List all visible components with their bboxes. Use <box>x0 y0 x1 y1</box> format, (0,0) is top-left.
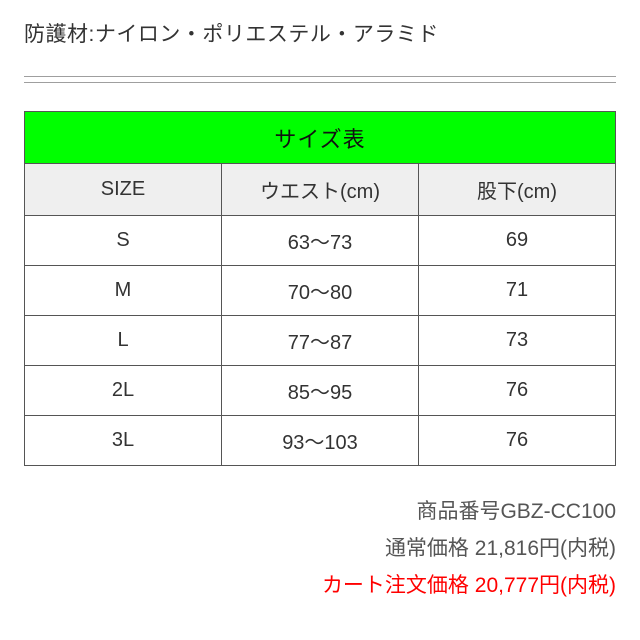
cell-size: S <box>25 216 222 266</box>
cell-waist: 77〜87 <box>222 316 419 366</box>
cell-size: L <box>25 316 222 366</box>
cell-size: M <box>25 266 222 316</box>
size-table-header-inseam: 股下(cm) <box>419 164 616 216</box>
list-price-value: 21,816円(内税) <box>475 537 616 560</box>
cell-waist: 70〜80 <box>222 266 419 316</box>
cell-inseam: 73 <box>419 316 616 366</box>
divider-line-bottom <box>24 82 616 83</box>
cell-size: 3L <box>25 416 222 466</box>
cell-inseam: 76 <box>419 416 616 466</box>
cell-inseam: 69 <box>419 216 616 266</box>
cart-price-label: カート注文価格 <box>322 574 469 597</box>
size-table-container: サイズ表 SIZE ウエスト(cm) 股下(cm) S 63〜73 69 M 7… <box>24 111 616 466</box>
cell-waist: 93〜103 <box>222 416 419 466</box>
cart-price-line: カート注文価格 20,777円(内税) <box>24 568 616 605</box>
section-divider <box>24 76 616 83</box>
size-table-title-row: サイズ表 <box>25 112 616 164</box>
cell-waist: 85〜95 <box>222 366 419 416</box>
cell-waist: 63〜73 <box>222 216 419 266</box>
size-table-header-size: SIZE <box>25 164 222 216</box>
table-row: 3L 93〜103 76 <box>25 416 616 466</box>
list-price-label: 通常価格 <box>385 537 469 560</box>
product-number-label: 商品番号 <box>416 500 500 523</box>
size-table-title: サイズ表 <box>25 112 616 164</box>
table-row: S 63〜73 69 <box>25 216 616 266</box>
price-block: 商品番号GBZ-CC100 通常価格 21,816円(内税) カート注文価格 2… <box>24 494 616 604</box>
cart-price-value: 20,777円(内税) <box>475 574 616 597</box>
size-table-header-row: SIZE ウエスト(cm) 股下(cm) <box>25 164 616 216</box>
product-detail-page: 防護材:ナイロン・ポリエステル・アラミド サイズ表 SIZE ウエスト(cm) … <box>0 0 640 628</box>
table-row: L 77〜87 73 <box>25 316 616 366</box>
size-table: サイズ表 SIZE ウエスト(cm) 股下(cm) S 63〜73 69 M 7… <box>24 111 616 466</box>
size-table-header-waist: ウエスト(cm) <box>222 164 419 216</box>
cell-inseam: 71 <box>419 266 616 316</box>
product-number-line: 商品番号GBZ-CC100 <box>24 494 616 531</box>
table-row: M 70〜80 71 <box>25 266 616 316</box>
material-line: 防護材:ナイロン・ポリエステル・アラミド <box>24 18 616 48</box>
cell-size: 2L <box>25 366 222 416</box>
cell-inseam: 76 <box>419 366 616 416</box>
product-number-value: GBZ-CC100 <box>500 500 616 523</box>
table-row: 2L 85〜95 76 <box>25 366 616 416</box>
list-price-line: 通常価格 21,816円(内税) <box>24 531 616 568</box>
